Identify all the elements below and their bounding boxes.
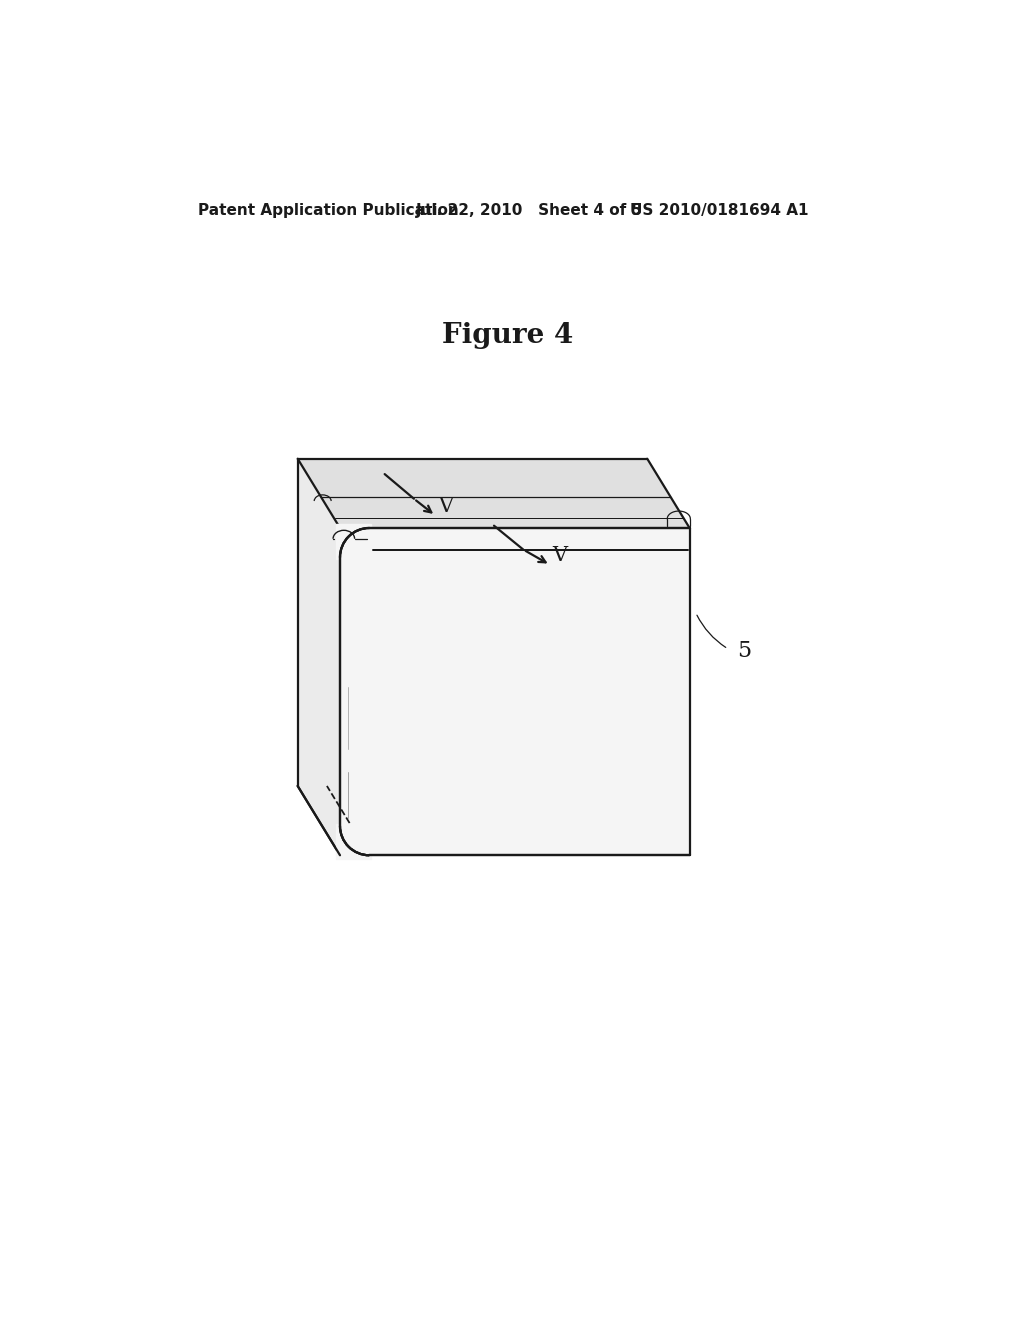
Text: Figure 4: Figure 4 <box>442 322 573 348</box>
Text: 5: 5 <box>737 640 752 663</box>
Polygon shape <box>298 459 340 855</box>
Polygon shape <box>340 528 689 855</box>
Text: US 2010/0181694 A1: US 2010/0181694 A1 <box>630 203 808 218</box>
Text: Jul. 22, 2010   Sheet 4 of 5: Jul. 22, 2010 Sheet 4 of 5 <box>416 203 643 218</box>
Polygon shape <box>336 825 371 859</box>
Text: Patent Application Publication: Patent Application Publication <box>199 203 459 218</box>
Text: V: V <box>553 546 567 565</box>
Polygon shape <box>336 524 371 558</box>
Polygon shape <box>298 459 689 528</box>
Text: V: V <box>438 496 454 516</box>
